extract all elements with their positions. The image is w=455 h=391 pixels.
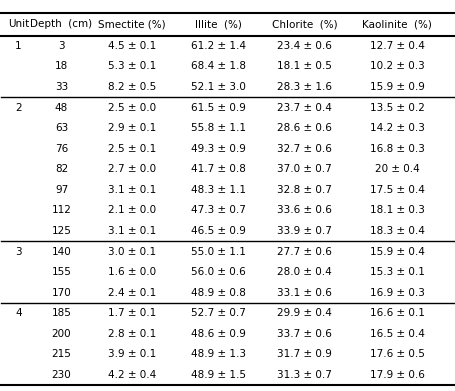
Text: 8.2 ± 0.5: 8.2 ± 0.5 <box>107 82 156 92</box>
Text: 33.1 ± 0.6: 33.1 ± 0.6 <box>277 288 332 298</box>
Text: 2.7 ± 0.0: 2.7 ± 0.0 <box>107 164 156 174</box>
Text: 2.1 ± 0.0: 2.1 ± 0.0 <box>107 205 156 215</box>
Text: 63: 63 <box>55 123 68 133</box>
Text: 33.7 ± 0.6: 33.7 ± 0.6 <box>277 329 332 339</box>
Text: 82: 82 <box>55 164 68 174</box>
Text: 17.9 ± 0.6: 17.9 ± 0.6 <box>369 370 425 380</box>
Text: 16.9 ± 0.3: 16.9 ± 0.3 <box>369 288 425 298</box>
Text: Depth  (cm): Depth (cm) <box>30 19 93 29</box>
Text: 16.6 ± 0.1: 16.6 ± 0.1 <box>369 308 425 318</box>
Text: 12.7 ± 0.4: 12.7 ± 0.4 <box>369 41 425 51</box>
Text: 49.3 ± 0.9: 49.3 ± 0.9 <box>191 144 246 154</box>
Text: 3.1 ± 0.1: 3.1 ± 0.1 <box>107 185 156 195</box>
Text: 2.5 ± 0.0: 2.5 ± 0.0 <box>107 102 156 113</box>
Text: 15.9 ± 0.4: 15.9 ± 0.4 <box>369 247 425 256</box>
Text: 16.8 ± 0.3: 16.8 ± 0.3 <box>369 144 425 154</box>
Text: 155: 155 <box>51 267 71 277</box>
Text: 2.4 ± 0.1: 2.4 ± 0.1 <box>107 288 156 298</box>
Text: 140: 140 <box>52 247 71 256</box>
Text: 18.3 ± 0.4: 18.3 ± 0.4 <box>369 226 425 236</box>
Text: 32.7 ± 0.6: 32.7 ± 0.6 <box>277 144 332 154</box>
Text: 18: 18 <box>55 61 68 72</box>
Text: 48.3 ± 1.1: 48.3 ± 1.1 <box>191 185 246 195</box>
Text: 200: 200 <box>52 329 71 339</box>
Text: 3.0 ± 0.1: 3.0 ± 0.1 <box>107 247 156 256</box>
Text: 48.9 ± 1.3: 48.9 ± 1.3 <box>191 350 246 359</box>
Text: 2.8 ± 0.1: 2.8 ± 0.1 <box>107 329 156 339</box>
Text: 52.7 ± 0.7: 52.7 ± 0.7 <box>191 308 246 318</box>
Text: 97: 97 <box>55 185 68 195</box>
Text: 46.5 ± 0.9: 46.5 ± 0.9 <box>191 226 246 236</box>
Text: 28.6 ± 0.6: 28.6 ± 0.6 <box>277 123 332 133</box>
Text: 33.9 ± 0.7: 33.9 ± 0.7 <box>277 226 332 236</box>
Text: 55.8 ± 1.1: 55.8 ± 1.1 <box>191 123 246 133</box>
Text: 17.5 ± 0.4: 17.5 ± 0.4 <box>369 185 425 195</box>
Text: 27.7 ± 0.6: 27.7 ± 0.6 <box>277 247 332 256</box>
Text: 230: 230 <box>52 370 71 380</box>
Text: 185: 185 <box>51 308 71 318</box>
Text: Illite  (%): Illite (%) <box>195 19 242 29</box>
Text: 20 ± 0.4: 20 ± 0.4 <box>375 164 420 174</box>
Text: 15.3 ± 0.1: 15.3 ± 0.1 <box>369 267 425 277</box>
Text: 16.5 ± 0.4: 16.5 ± 0.4 <box>369 329 425 339</box>
Text: Smectite (%): Smectite (%) <box>98 19 166 29</box>
Text: 18.1 ± 0.5: 18.1 ± 0.5 <box>277 61 332 72</box>
Text: 56.0 ± 0.6: 56.0 ± 0.6 <box>191 267 246 277</box>
Text: 48.9 ± 1.5: 48.9 ± 1.5 <box>191 370 246 380</box>
Text: 18.1 ± 0.3: 18.1 ± 0.3 <box>369 205 425 215</box>
Text: 37.0 ± 0.7: 37.0 ± 0.7 <box>277 164 332 174</box>
Text: 13.5 ± 0.2: 13.5 ± 0.2 <box>369 102 425 113</box>
Text: 52.1 ± 3.0: 52.1 ± 3.0 <box>191 82 246 92</box>
Text: 48.9 ± 0.8: 48.9 ± 0.8 <box>191 288 246 298</box>
Text: 76: 76 <box>55 144 68 154</box>
Text: 1.7 ± 0.1: 1.7 ± 0.1 <box>107 308 156 318</box>
Text: 32.8 ± 0.7: 32.8 ± 0.7 <box>277 185 332 195</box>
Text: 17.6 ± 0.5: 17.6 ± 0.5 <box>369 350 425 359</box>
Text: 2.9 ± 0.1: 2.9 ± 0.1 <box>107 123 156 133</box>
Text: 28.3 ± 1.6: 28.3 ± 1.6 <box>277 82 332 92</box>
Text: 4.2 ± 0.4: 4.2 ± 0.4 <box>107 370 156 380</box>
Text: 61.5 ± 0.9: 61.5 ± 0.9 <box>191 102 246 113</box>
Text: Kaolinite  (%): Kaolinite (%) <box>362 19 432 29</box>
Text: 1.6 ± 0.0: 1.6 ± 0.0 <box>107 267 156 277</box>
Text: 33: 33 <box>55 82 68 92</box>
Text: 4: 4 <box>15 308 22 318</box>
Text: 2.5 ± 0.1: 2.5 ± 0.1 <box>107 144 156 154</box>
Text: 5.3 ± 0.1: 5.3 ± 0.1 <box>107 61 156 72</box>
Text: 3: 3 <box>15 247 22 256</box>
Text: 3: 3 <box>58 41 65 51</box>
Text: 23.4 ± 0.6: 23.4 ± 0.6 <box>277 41 332 51</box>
Text: Unit: Unit <box>8 19 29 29</box>
Text: 23.7 ± 0.4: 23.7 ± 0.4 <box>277 102 332 113</box>
Text: Chlorite  (%): Chlorite (%) <box>272 19 337 29</box>
Text: 48.6 ± 0.9: 48.6 ± 0.9 <box>191 329 246 339</box>
Text: 28.0 ± 0.4: 28.0 ± 0.4 <box>277 267 332 277</box>
Text: 29.9 ± 0.4: 29.9 ± 0.4 <box>277 308 332 318</box>
Text: 41.7 ± 0.8: 41.7 ± 0.8 <box>191 164 246 174</box>
Text: 3.9 ± 0.1: 3.9 ± 0.1 <box>107 350 156 359</box>
Text: 55.0 ± 1.1: 55.0 ± 1.1 <box>191 247 246 256</box>
Text: 61.2 ± 1.4: 61.2 ± 1.4 <box>191 41 246 51</box>
Text: 112: 112 <box>51 205 71 215</box>
Text: 2: 2 <box>15 102 22 113</box>
Text: 47.3 ± 0.7: 47.3 ± 0.7 <box>191 205 246 215</box>
Text: 3.1 ± 0.1: 3.1 ± 0.1 <box>107 226 156 236</box>
Text: 10.2 ± 0.3: 10.2 ± 0.3 <box>370 61 425 72</box>
Text: 14.2 ± 0.3: 14.2 ± 0.3 <box>369 123 425 133</box>
Text: 31.7 ± 0.9: 31.7 ± 0.9 <box>277 350 332 359</box>
Text: 125: 125 <box>51 226 71 236</box>
Text: 68.4 ± 1.8: 68.4 ± 1.8 <box>191 61 246 72</box>
Text: 1: 1 <box>15 41 22 51</box>
Text: 170: 170 <box>52 288 71 298</box>
Text: 15.9 ± 0.9: 15.9 ± 0.9 <box>369 82 425 92</box>
Text: 33.6 ± 0.6: 33.6 ± 0.6 <box>277 205 332 215</box>
Text: 31.3 ± 0.7: 31.3 ± 0.7 <box>277 370 332 380</box>
Text: 215: 215 <box>51 350 71 359</box>
Text: 48: 48 <box>55 102 68 113</box>
Text: 4.5 ± 0.1: 4.5 ± 0.1 <box>107 41 156 51</box>
